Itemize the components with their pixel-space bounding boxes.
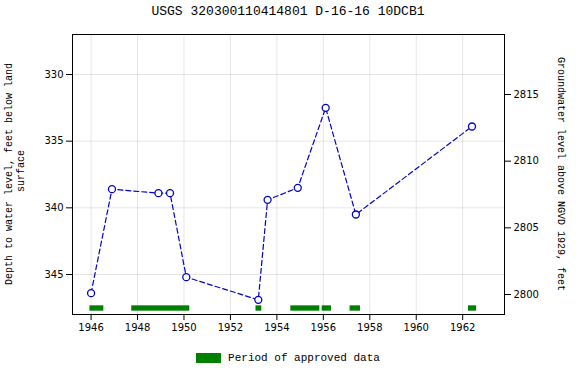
svg-text:330: 330 [44, 69, 63, 80]
svg-text:1962: 1962 [450, 322, 475, 333]
svg-text:1960: 1960 [404, 322, 429, 333]
svg-text:1954: 1954 [264, 322, 289, 333]
svg-text:2815: 2815 [514, 89, 539, 100]
html-text:Depth to water level, feet bel: Depth to water level, feet below land su… [4, 63, 27, 285]
svg-text:2810: 2810 [514, 155, 539, 166]
svg-text:2800: 2800 [514, 289, 539, 300]
html-text:Groundwater level above NGVD 1: Groundwater level above NGVD 1929, feet [555, 57, 566, 291]
svg-text:1958: 1958 [357, 322, 382, 333]
html-text:Period of approved data: Period of approved data [228, 352, 380, 364]
svg-text:345: 345 [44, 269, 63, 280]
html-text:USGS 320300110414801 D-16-16 1: USGS 320300110414801 D-16-16 10DCB1 [151, 4, 425, 19]
svg-text:1956: 1956 [311, 322, 336, 333]
svg-text:335: 335 [44, 135, 63, 146]
svg-text:1946: 1946 [78, 322, 103, 333]
svg-text:2805: 2805 [514, 222, 539, 233]
svg-text:1952: 1952 [218, 322, 243, 333]
svg-text:1950: 1950 [171, 322, 196, 333]
svg-text:1948: 1948 [125, 322, 150, 333]
svg-text:340: 340 [44, 202, 63, 213]
